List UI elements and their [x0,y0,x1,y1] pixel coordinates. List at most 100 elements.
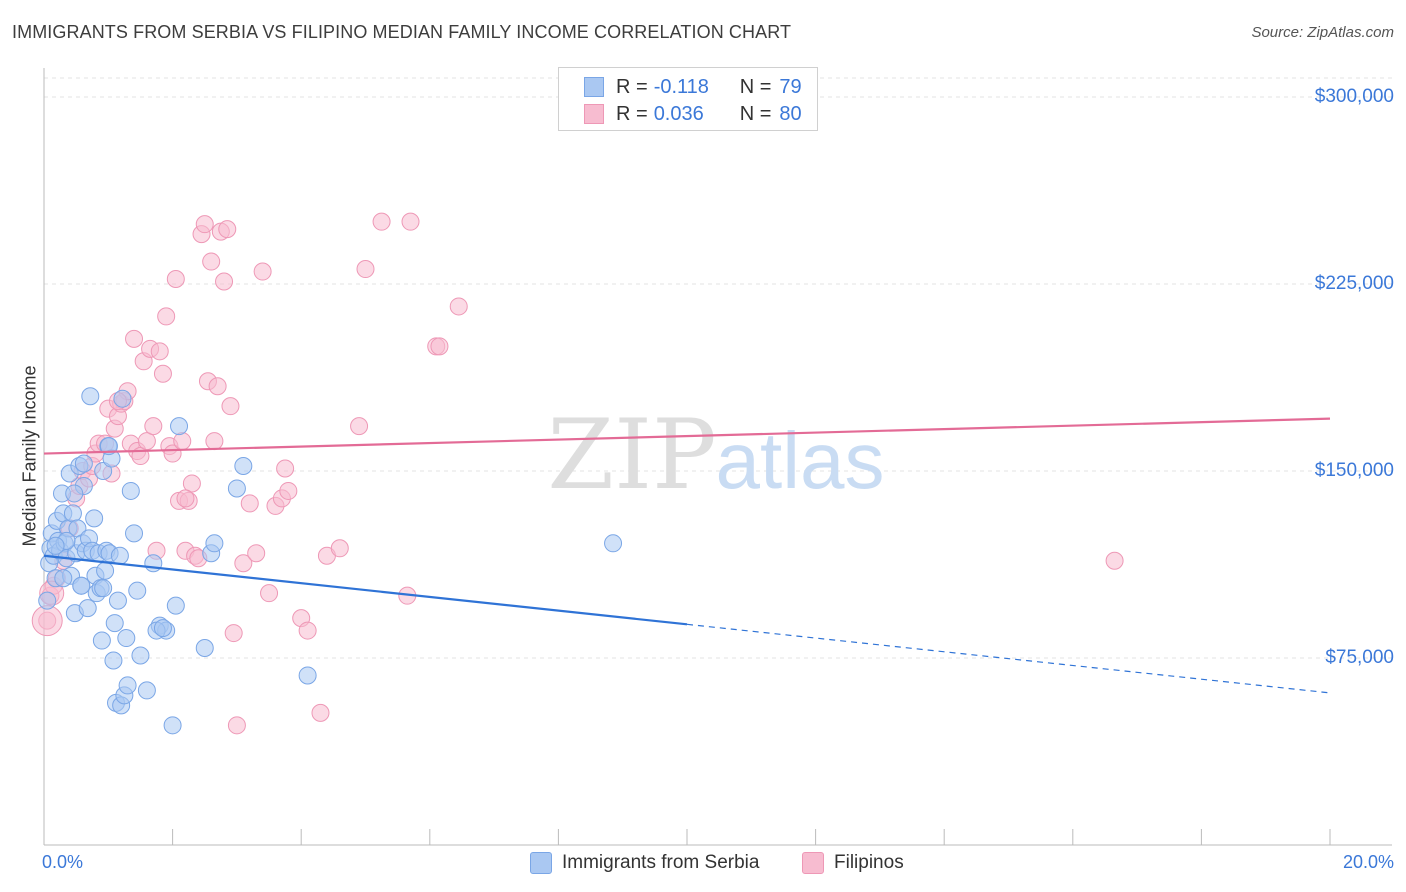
legend-n-label: N = [739,75,772,98]
serbia-point [163,716,182,735]
filipinos-point [137,432,156,451]
correlation-legend: R = -0.118 N = 79 R = 0.036 N = 80 [558,67,818,131]
filipinos-point [234,554,253,573]
serbia-point [65,484,84,503]
source-label: Source: ZipAtlas.com [1251,24,1394,41]
serbia-point [99,437,118,456]
filipinos-point [430,337,449,356]
legend-item-serbia: Immigrants from Serbia [530,852,759,874]
serbia-point [38,591,57,610]
filipinos-trend-line [43,417,1331,455]
serbia-point [96,561,115,580]
filipinos-point [224,624,243,643]
filipinos-point [176,489,195,508]
legend-n-value-serbia: 79 [779,75,802,98]
filipinos-point [330,539,349,558]
serbia-point [113,389,132,408]
watermark-atlas: atlas [716,416,885,505]
series-legend: Immigrants from Serbia Filipinos [0,852,1406,878]
filipinos-point-large [31,605,63,637]
filipinos-point [208,377,227,396]
filipinos-point [166,270,185,289]
axes [43,68,1392,846]
legend-label-filipinos: Filipinos [834,852,904,873]
serbia-point [128,581,147,600]
serbia-trend-line-extension [686,623,1331,694]
serbia-point [105,614,124,633]
filipinos-point [311,703,330,722]
legend-r-label: R = [616,75,648,98]
serbia-point [92,631,111,650]
filipinos-point [449,297,468,316]
legend-r-value-serbia: -0.118 [653,75,709,98]
filipinos-point [144,417,163,436]
serbia-point [108,591,127,610]
y-tick-label: $225,000 [1314,273,1394,294]
filipinos-point [240,494,259,513]
serbia-point [121,481,140,500]
filipinos-point [356,260,375,279]
legend-row-serbia: R = -0.118 N = 79 [584,75,802,99]
serbia-point [94,462,113,480]
filipinos-point [260,584,279,603]
watermark: ZIP atlas [547,399,884,511]
legend-r-value-filipinos: 0.036 [653,102,704,125]
filipinos-point [150,342,169,361]
filipinos-point [350,417,369,436]
filipinos-point [182,474,201,493]
serbia-trend-line [43,554,688,626]
filipinos-point [205,432,224,451]
filipinos-point [218,220,237,239]
serbia-point [63,504,82,523]
serbia-point [94,579,113,598]
filipinos-point [298,621,317,640]
filipinos-point [215,272,234,291]
serbia-point [153,619,172,638]
serbia-point [118,676,137,695]
serbia-point [170,417,189,436]
filipinos-point [1105,551,1124,570]
filipinos-point [157,307,176,326]
y-tick-label: $150,000 [1314,460,1394,481]
filipinos-point [279,481,298,500]
legend-item-filipinos: Filipinos [802,852,904,874]
serbia-point [195,639,214,658]
serbia-point [78,599,97,618]
filipinos-point [276,459,295,478]
serbia-point [144,554,163,573]
serbia-point [74,454,93,473]
filipinos-point [125,329,144,348]
y-tick-label: $300,000 [1314,86,1394,107]
legend-swatch-filipinos [802,852,824,874]
legend-n-value-filipinos: 80 [779,102,802,125]
serbia-point [54,569,73,588]
serbia-point [205,534,224,553]
serbia-point [234,457,253,476]
legend-swatch-filipinos [584,104,604,124]
serbia-point [298,666,317,685]
filipinos-point [195,215,214,234]
serbia-point [604,534,623,553]
watermark-zip: ZIP [547,399,716,511]
filipinos-point [227,716,246,735]
y-axis-title: Median Family Income [19,365,40,547]
x-tick-label-max: 20.0% [1342,852,1394,872]
filipinos-point [401,212,420,231]
legend-label-serbia: Immigrants from Serbia [562,852,760,873]
legend-r-label: R = [616,102,648,125]
chart-title: IMMIGRANTS FROM SERBIA VS FILIPINO MEDIA… [12,22,792,42]
legend-n-label: N = [739,102,772,125]
filipinos-point [202,252,221,271]
serbia-point [72,576,91,595]
filipinos-point [247,544,266,563]
serbia-point [46,536,65,555]
serbia-point [85,509,104,528]
serbia-point [131,646,150,665]
filipinos-point [153,364,172,383]
serbia-point [166,596,185,615]
legend-swatch-serbia [530,852,552,874]
y-tick-label: $75,000 [1325,647,1394,668]
legend-swatch-serbia [584,77,604,97]
serbia-point [110,546,129,565]
